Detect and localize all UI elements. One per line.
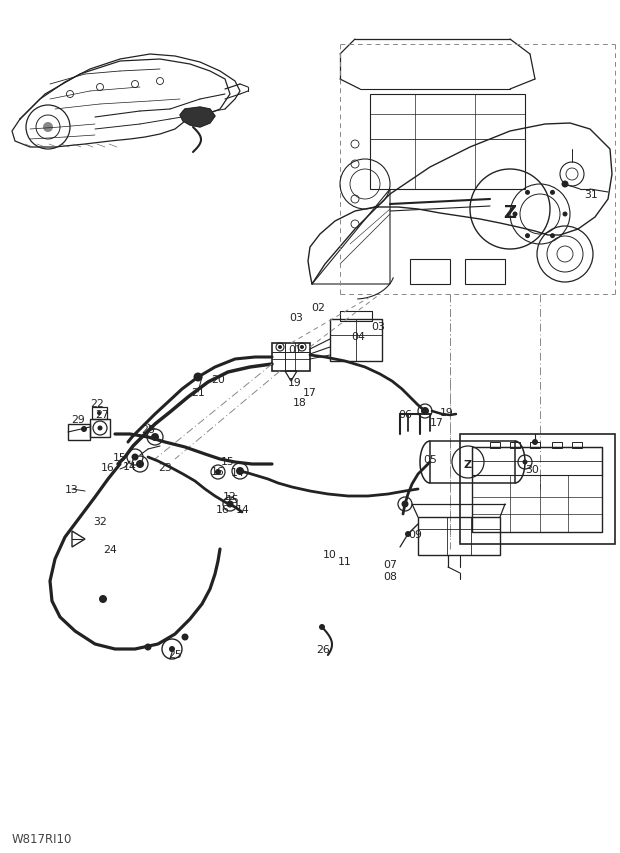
Circle shape [562, 212, 567, 218]
Text: 18: 18 [293, 397, 307, 408]
Bar [330, 320, 382, 362]
Bar [410, 259, 450, 285]
Text: 17: 17 [430, 417, 444, 427]
Text: 25: 25 [168, 649, 182, 659]
Circle shape [562, 182, 569, 189]
Bar [92, 408, 107, 420]
Circle shape [236, 467, 244, 475]
Bar [340, 311, 372, 322]
Circle shape [144, 644, 151, 651]
Text: 31: 31 [584, 189, 598, 200]
Circle shape [513, 212, 518, 218]
Circle shape [43, 123, 53, 133]
Bar [90, 420, 110, 438]
Text: 17: 17 [303, 387, 317, 397]
Circle shape [182, 634, 188, 641]
Bar [370, 95, 525, 189]
Text: 26: 26 [316, 644, 330, 654]
Bar [472, 448, 602, 532]
Text: 10: 10 [323, 549, 337, 560]
Text: 04: 04 [351, 332, 365, 341]
Text: 21: 21 [191, 387, 205, 397]
Bar [430, 442, 515, 484]
Text: 14: 14 [123, 461, 137, 472]
Text: 29: 29 [71, 415, 85, 425]
Bar [490, 443, 500, 449]
Text: 16: 16 [101, 462, 115, 473]
Circle shape [532, 439, 538, 445]
Text: 23: 23 [158, 462, 172, 473]
Text: 16: 16 [216, 504, 230, 514]
Text: 15: 15 [113, 452, 127, 462]
Text: 12: 12 [223, 491, 237, 502]
Bar [510, 443, 520, 449]
Text: 14: 14 [236, 504, 250, 514]
Text: 03: 03 [289, 313, 303, 322]
Circle shape [523, 460, 528, 465]
Bar [530, 443, 540, 449]
Circle shape [550, 190, 555, 195]
Text: 15: 15 [226, 495, 240, 504]
Bar [572, 443, 582, 449]
Circle shape [421, 408, 429, 415]
Polygon shape [180, 107, 215, 128]
Text: 19: 19 [288, 378, 302, 387]
Text: 15: 15 [221, 456, 235, 467]
Text: Z: Z [503, 204, 516, 222]
Circle shape [215, 469, 221, 475]
Bar [472, 448, 602, 475]
Bar [465, 259, 505, 285]
Circle shape [226, 501, 234, 508]
Bar [272, 344, 310, 372]
Text: 08: 08 [383, 572, 397, 581]
Bar [68, 425, 90, 440]
Text: 03: 03 [371, 322, 385, 332]
Circle shape [131, 454, 138, 461]
Circle shape [99, 595, 107, 603]
Text: 16: 16 [211, 467, 225, 477]
Circle shape [405, 531, 411, 537]
Circle shape [151, 433, 159, 442]
Circle shape [169, 647, 175, 653]
Text: 13: 13 [65, 485, 79, 495]
Circle shape [300, 345, 304, 350]
Text: 28: 28 [141, 425, 155, 434]
Text: 02: 02 [311, 303, 325, 313]
Text: 30: 30 [525, 464, 539, 474]
Circle shape [136, 461, 144, 468]
Circle shape [402, 501, 409, 508]
Text: 06: 06 [398, 409, 412, 420]
Circle shape [81, 426, 87, 432]
Text: 24: 24 [103, 544, 117, 554]
Circle shape [550, 234, 555, 239]
Text: 11: 11 [338, 556, 352, 566]
Circle shape [525, 234, 530, 239]
Circle shape [525, 190, 530, 195]
Text: 05: 05 [423, 455, 437, 464]
Text: Z: Z [464, 460, 472, 469]
Text: 22: 22 [90, 398, 104, 409]
Circle shape [97, 411, 101, 415]
Bar [460, 434, 615, 544]
Text: 14: 14 [231, 467, 245, 478]
Text: W817RI10: W817RI10 [12, 833, 73, 845]
Circle shape [319, 624, 325, 630]
Circle shape [193, 373, 203, 382]
Text: 20: 20 [211, 374, 225, 385]
Text: 07: 07 [383, 560, 397, 569]
Circle shape [278, 345, 282, 350]
Text: 19: 19 [440, 408, 454, 417]
Text: 27: 27 [95, 409, 109, 420]
Text: 09: 09 [408, 530, 422, 539]
Text: 01: 01 [288, 345, 302, 355]
Circle shape [97, 426, 102, 431]
Bar [552, 443, 562, 449]
Text: 32: 32 [93, 516, 107, 526]
Bar [418, 518, 500, 555]
